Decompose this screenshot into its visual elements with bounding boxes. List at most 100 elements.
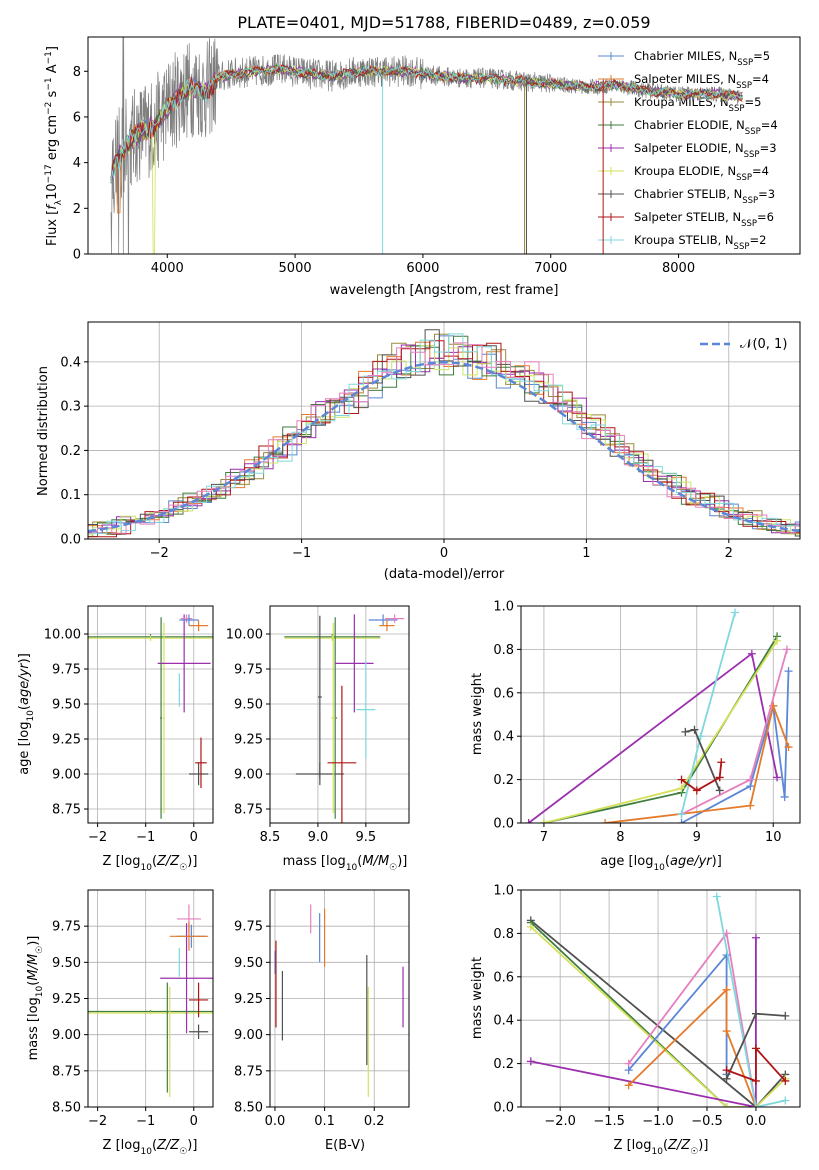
model-spectrum-line: [110, 63, 743, 183]
y-tick-label: 0.0: [493, 817, 514, 832]
mass-weight-marker: [677, 784, 686, 793]
x-tick-label: 6000: [406, 261, 439, 276]
massweight-vs-age-grid: [521, 605, 800, 824]
mass-weight-line: [528, 652, 778, 823]
residuals-ylabel: Normed distribution: [36, 366, 51, 496]
y-tick-label: 9.50: [234, 698, 263, 713]
y-tick-label: 0.2: [493, 1057, 514, 1072]
x-tick-label: 0: [190, 830, 198, 845]
y-tick-label: 8.75: [52, 1064, 81, 1079]
age-vs-Z-grid: [88, 606, 213, 823]
massweight-vs-age-ylabel: mass weight: [470, 673, 485, 755]
y-tick-label: 0.4: [493, 1014, 514, 1029]
y-tick-label: 9.75: [234, 920, 263, 935]
mass-weight-marker: [526, 1057, 535, 1066]
mass-weight-marker: [601, 819, 610, 823]
mass-vs-Z-frame: [87, 889, 214, 1108]
mass-weight-marker: [722, 1074, 731, 1083]
mass-weight-marker: [773, 636, 782, 645]
mass-weight-marker: [524, 819, 533, 823]
y-tick-label: 1.0: [493, 884, 514, 899]
y-tick-label: 0.2: [60, 444, 81, 459]
y-tick-label: 2: [73, 202, 81, 217]
mass-weight-marker: [712, 892, 721, 901]
y-tick-label: 0.1: [60, 488, 81, 503]
massweight-vs-age-plot-area: [524, 608, 793, 823]
spectrum-title: PLATE=0401, MJD=51788, FIBERID=0489, z=0…: [237, 13, 650, 32]
y-tick-label: 8.75: [52, 803, 81, 818]
y-tick-label: 9.50: [234, 956, 263, 971]
y-tick-label: 9.75: [234, 663, 263, 678]
y-tick-label: 0.8: [493, 927, 514, 942]
age-vs-mass-panel: 8.5 9.0 9.5 8.75 9.00 9.25 9.50 9.75 10.00: [226, 605, 410, 845]
mass-weight-marker: [715, 786, 724, 795]
y-tick-label: 9.25: [52, 992, 81, 1007]
x-tick-label: 0.1: [314, 1114, 335, 1129]
mass-weight-line: [530, 937, 757, 1107]
spectrum-xlabel: wavelength [Angstrom, rest frame]: [330, 283, 559, 298]
y-tick-label: 8.75: [234, 803, 263, 818]
y-tick-label: 8.50: [52, 1101, 81, 1116]
legend-label: Chabrier MILES, NSSP=5: [634, 49, 770, 68]
x-tick-label: −0.5: [691, 1114, 723, 1129]
mass-weight-marker: [746, 775, 755, 784]
massweight-vs-age-panel: 7 8 9 10 0.0 0.2 0.4 0.6 0.8 1.0: [493, 600, 801, 845]
mass-weight-marker: [773, 773, 782, 782]
y-tick-label: 8.50: [234, 1101, 263, 1116]
mass-vs-EBV-grid: [270, 890, 409, 1108]
y-tick-label: 0.2: [493, 773, 514, 788]
legend-label: Chabrier ELODIE, NSSP=4: [634, 118, 778, 137]
mass-weight-line: [715, 896, 786, 1107]
mass-vs-Z-xlabel: Z [log10(Z/Z☉)]: [103, 1138, 198, 1157]
massweight-vs-Z-xlabel: Z [log10(Z/Z☉)]: [614, 1138, 709, 1157]
mass-weight-marker: [722, 1066, 731, 1075]
y-tick-label: 0.8: [493, 643, 514, 658]
x-tick-label: −2.0: [544, 1114, 576, 1129]
mass-weight-marker: [624, 1081, 633, 1090]
mass-weight-marker: [717, 758, 726, 767]
x-tick-label: 8000: [662, 261, 695, 276]
mass-weight-marker: [526, 922, 535, 931]
mass-weight-marker: [780, 792, 789, 801]
x-tick-label: 7: [540, 830, 548, 845]
y-tick-label: 9.25: [234, 992, 263, 1007]
mass-vs-EBV-panel: 0.0 0.1 0.2 8.50 8.75 9.00 9.25 9.50 9.75: [234, 889, 410, 1129]
spectrum-frame: [87, 36, 801, 255]
x-tick-label: 0: [190, 1114, 198, 1129]
mass-weight-line: [543, 640, 778, 823]
mass-weight-marker: [715, 773, 724, 782]
mass-weight-marker: [751, 1009, 760, 1018]
mass-weight-marker: [784, 743, 793, 752]
residuals-panel: −2 −1 0 1 2 0.0 0.1 0.2 0.3 0.4: [60, 321, 801, 561]
y-tick-label: 0.6: [493, 970, 514, 985]
y-tick-label: 9.00: [234, 1028, 263, 1043]
x-tick-label: 9.0: [308, 830, 329, 845]
model-spectrum-line: [110, 64, 743, 179]
age-vs-Z-plot-area: [88, 614, 213, 819]
mass-weight-line: [680, 762, 723, 792]
residuals-plot-area: [88, 329, 800, 538]
y-tick-label: 6: [73, 110, 81, 125]
mass-weight-marker: [751, 1044, 760, 1053]
mass-weight-marker: [692, 786, 701, 795]
mass-weight-marker: [722, 1103, 731, 1107]
mass-weight-line: [530, 926, 786, 1107]
mass-weight-marker: [781, 1076, 790, 1085]
x-tick-label: −2: [88, 830, 107, 845]
y-tick-label: 9.75: [52, 920, 81, 935]
x-tick-label: 0.0: [265, 1114, 286, 1129]
y-tick-label: 0: [73, 248, 81, 263]
legend-label: Chabrier STELIB, NSSP=3: [634, 187, 775, 206]
y-tick-label: 9.50: [52, 956, 81, 971]
x-tick-label: 9.5: [356, 830, 377, 845]
x-tick-label: 1: [582, 546, 590, 561]
x-tick-label: 9: [693, 830, 701, 845]
y-tick-label: 9.50: [52, 698, 81, 713]
y-tick-label: 0.3: [60, 400, 81, 415]
mass-weight-marker: [746, 801, 755, 810]
mass-weight-line: [726, 1046, 786, 1083]
legend-label: Kroupa STELIB, NSSP=2: [634, 233, 766, 252]
mass-weight-marker: [751, 1076, 760, 1085]
x-tick-label: −1: [136, 1114, 155, 1129]
spectrum-legend: Chabrier MILES, NSSP=5 Salpeter MILES, NS…: [598, 49, 778, 252]
